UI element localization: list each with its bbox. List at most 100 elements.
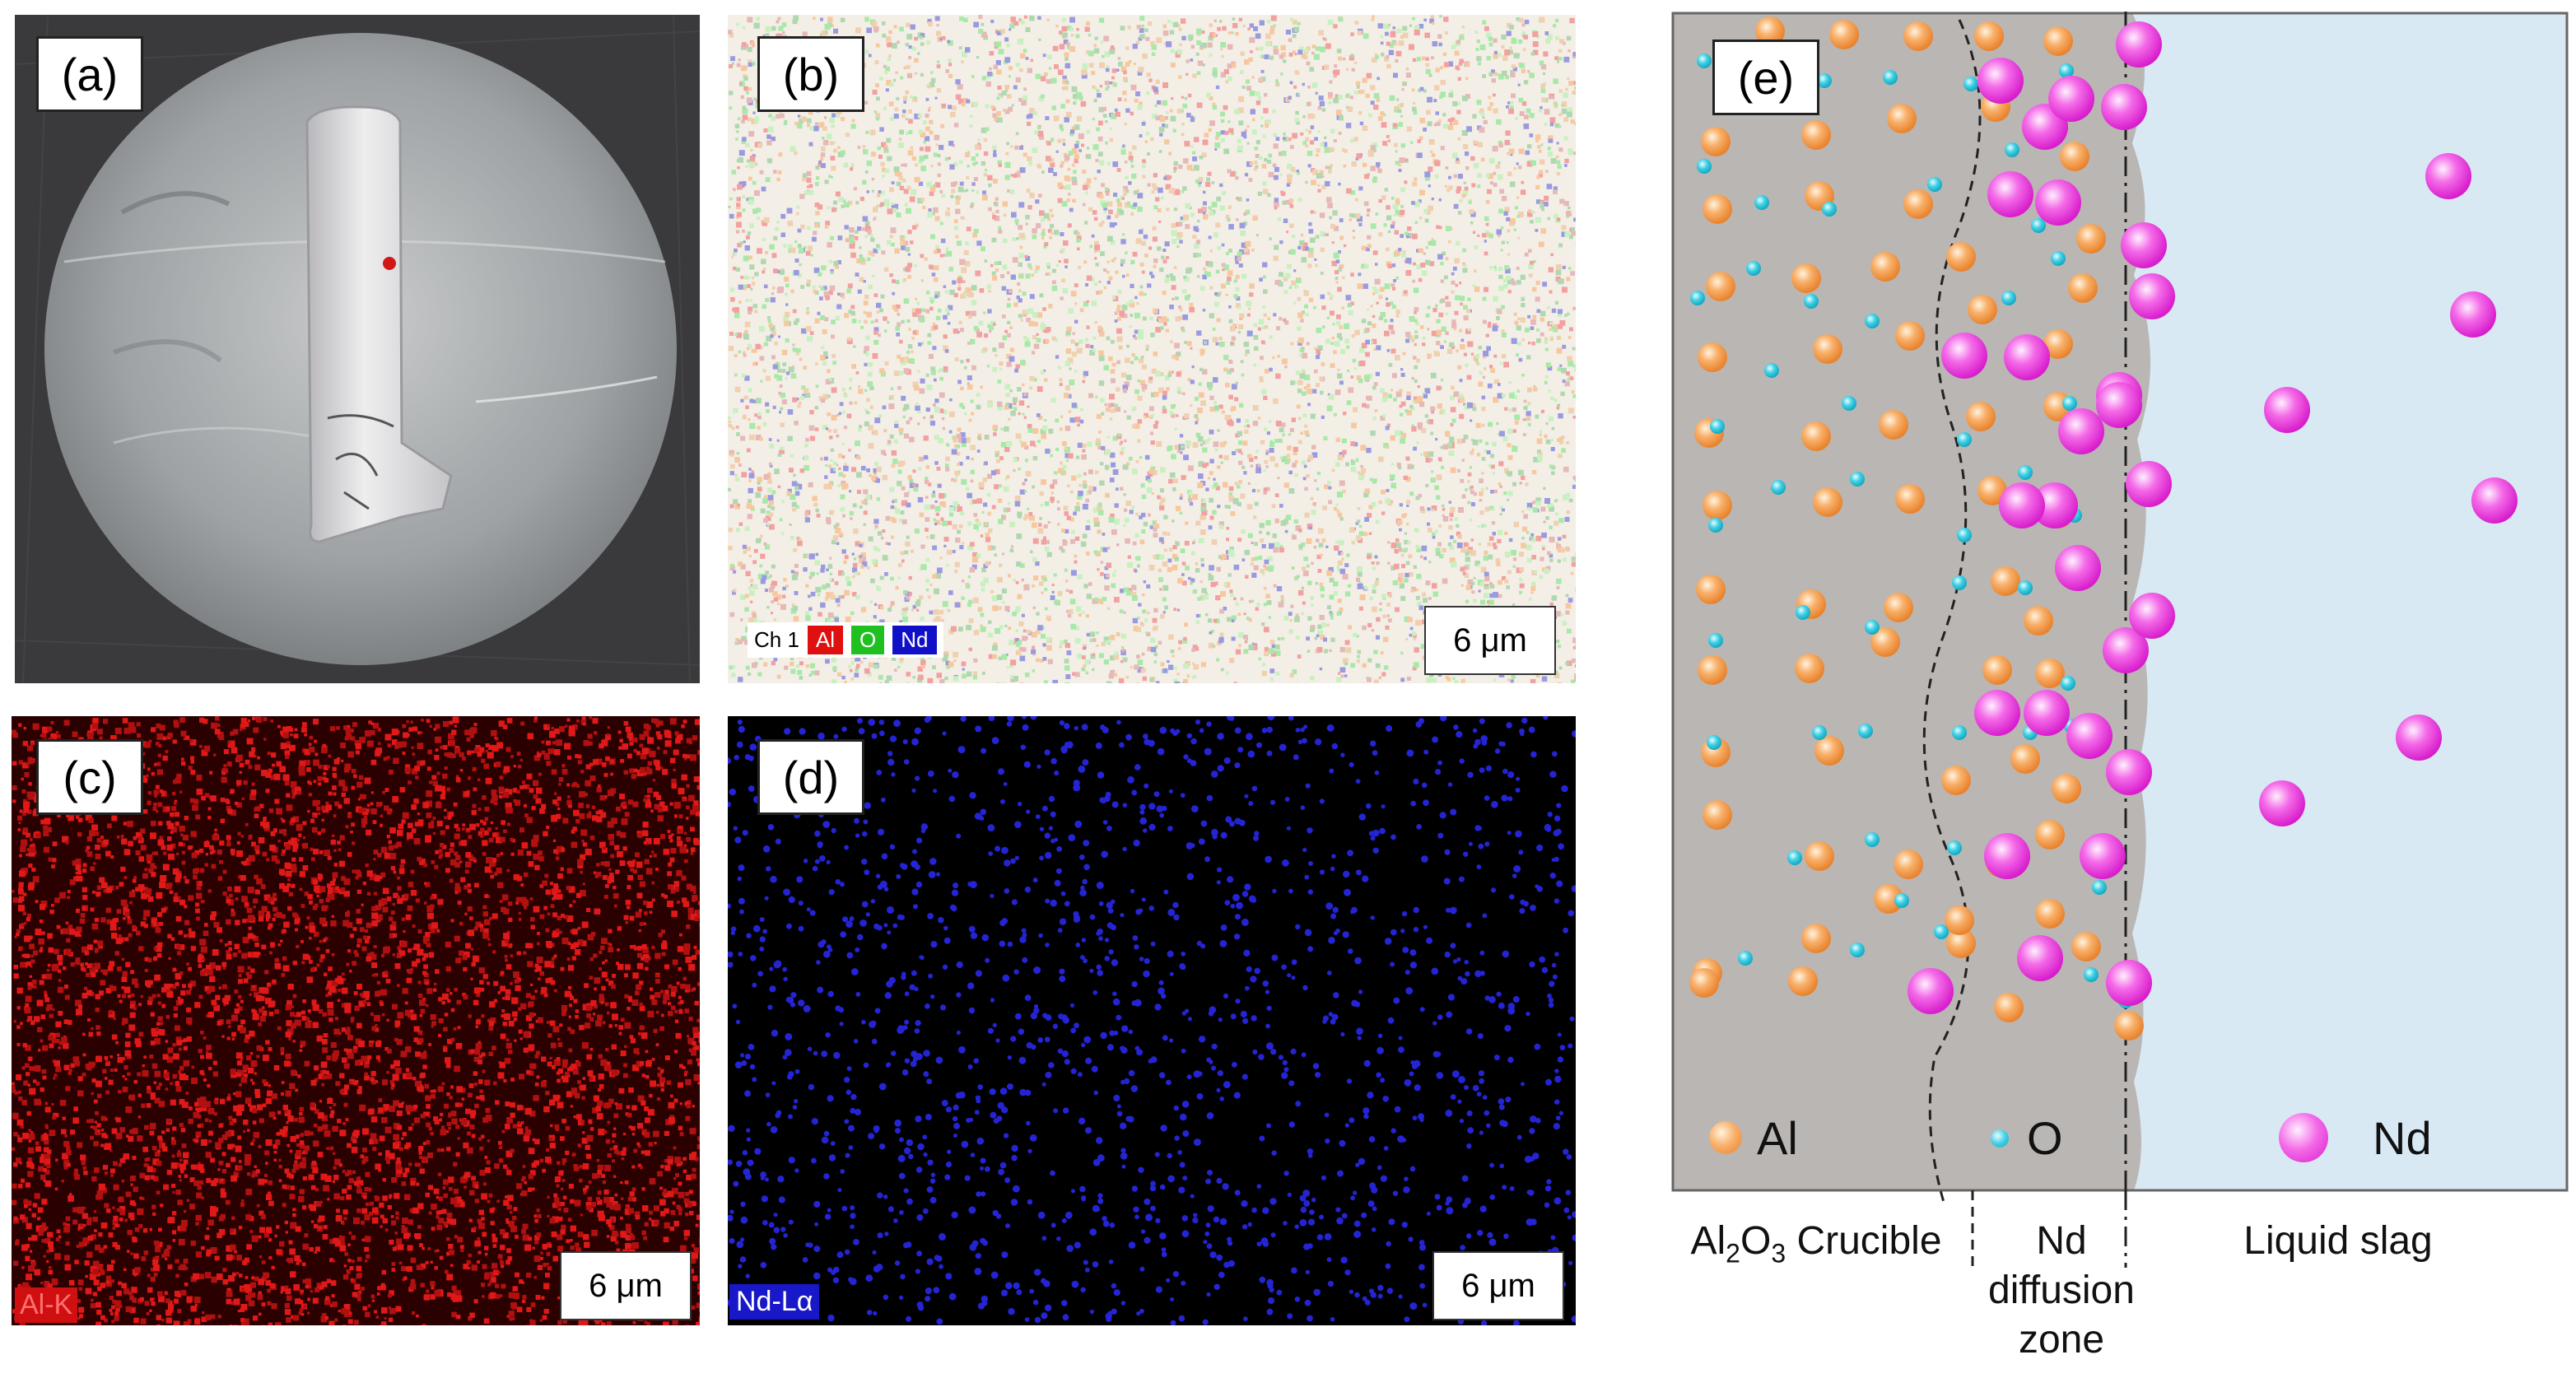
al-particle: [2043, 26, 2073, 56]
nd-particle: [2048, 76, 2094, 122]
nd-particle: [1999, 482, 2045, 528]
al-particle: [2035, 820, 2065, 850]
al-particle: [1703, 194, 1732, 224]
o-particle: [1850, 472, 1865, 487]
o-particle: [1952, 575, 1967, 590]
nd-particle: [1987, 171, 2033, 217]
al-particle: [1977, 476, 2007, 505]
al-particle: [2068, 273, 2098, 303]
al-particle: [1903, 21, 1933, 51]
o-particle: [1697, 159, 1712, 174]
scale-bar-c: 6 μm: [560, 1251, 692, 1320]
al-particle: [1788, 966, 1818, 996]
o-particle: [1746, 261, 1761, 276]
o-particle: [1771, 480, 1786, 495]
o-particle: [1883, 70, 1898, 85]
panel-c: (c) Al-K 6 μm: [12, 716, 700, 1325]
o-particle: [1952, 725, 1967, 740]
o-particle: [1812, 725, 1827, 740]
al-particle: [1703, 800, 1732, 830]
legend-o: O: [851, 626, 885, 654]
al-particle: [2071, 932, 2101, 961]
al-particle: [1795, 654, 1824, 683]
panel-d: (d) Nd-Lα 6 μm: [728, 716, 1576, 1325]
scale-bar-d: 6 μm: [1432, 1251, 1564, 1320]
o-particle: [1708, 633, 1723, 648]
al-particle: [2010, 744, 2040, 774]
al-particle: [1879, 410, 1908, 440]
al-particle: [2076, 224, 2106, 254]
al-particle: [2024, 606, 2053, 635]
nd-particle: [1984, 833, 2030, 879]
al-particle: [1706, 272, 1735, 301]
al-particle: [1801, 924, 1831, 953]
o-particle: [1754, 195, 1769, 210]
legend-nd-dot: [2279, 1113, 2328, 1162]
panel-d-label: (d): [757, 739, 864, 815]
al-particle: [1884, 593, 1913, 622]
o-particle: [1710, 419, 1725, 434]
crucible-boundary: [1922, 19, 1982, 1205]
legend-nd: Nd: [892, 626, 937, 654]
o-particle: [1690, 291, 1705, 305]
al-particle: [1801, 421, 1831, 451]
nd-particle: [2035, 179, 2081, 226]
measurement-point: [383, 257, 396, 270]
channel-legend: Ch 1 Al O Nd: [748, 622, 943, 658]
legend-o-dot: [1991, 1129, 2009, 1148]
al-particle: [1801, 120, 1831, 150]
o-particle: [1865, 620, 1880, 635]
al-particle: [1968, 295, 1997, 324]
al-particle: [1946, 929, 1976, 958]
nd-particle: [2106, 960, 2152, 1006]
o-particle: [1947, 840, 1962, 855]
nd-particle: [2080, 833, 2126, 879]
panel-b: (b) Ch 1 Al O Nd 6 μm: [728, 15, 1576, 683]
diffusion-schematic: [1671, 12, 2569, 1205]
al-particle: [1791, 263, 1821, 293]
o-particle: [2059, 63, 2074, 78]
composite-map: [728, 15, 1576, 683]
nd-particle: [2058, 408, 2104, 454]
al-particle: [1813, 487, 1842, 517]
o-particle: [1707, 735, 1721, 750]
panel-c-label: (c): [36, 739, 143, 815]
o-particle: [1858, 724, 1873, 738]
o-particle: [2092, 880, 2107, 895]
legend-al: Al: [807, 626, 844, 654]
sample-photo: [15, 15, 700, 683]
al-particle: [1813, 334, 1842, 364]
o-particle: [1787, 850, 1802, 865]
al-particle: [2043, 329, 2073, 359]
al-particle: [2052, 774, 2081, 803]
panel-e: (e) Al O Nd: [1671, 12, 2569, 1205]
al-particle: [1974, 21, 2004, 51]
legend-al-text: Al: [1757, 1111, 1798, 1165]
nd-particle: [2024, 690, 2070, 736]
al-particle: [1966, 402, 1996, 431]
panel-e-label: (e): [1712, 40, 1819, 115]
nd-particle: [2004, 334, 2050, 380]
legend-al-dot: [1709, 1121, 1742, 1154]
legend-row: Al O Nd: [1671, 1106, 2569, 1172]
al-particle: [1887, 104, 1917, 133]
al-particle: [1994, 993, 2024, 1022]
nd-particle: [2259, 780, 2305, 826]
o-particle: [2031, 218, 2046, 233]
o-particle: [1957, 528, 1972, 542]
al-particle: [1701, 127, 1731, 156]
nd-particle: [2017, 935, 2063, 981]
o-particle: [1957, 432, 1972, 447]
o-particle: [2062, 396, 2077, 411]
al-particle: [1895, 484, 1925, 514]
nd-particle: [2096, 382, 2142, 428]
al-particle: [2060, 142, 2089, 171]
nd-particle: [2116, 21, 2162, 68]
o-particle: [1817, 73, 1832, 88]
panel-a-label: (a): [36, 36, 143, 112]
al-particle: [1870, 627, 1900, 657]
al-particle: [1703, 491, 1732, 520]
nd-particle: [2106, 749, 2152, 795]
o-particle: [1934, 924, 1949, 939]
al-particle: [2114, 1011, 2144, 1041]
